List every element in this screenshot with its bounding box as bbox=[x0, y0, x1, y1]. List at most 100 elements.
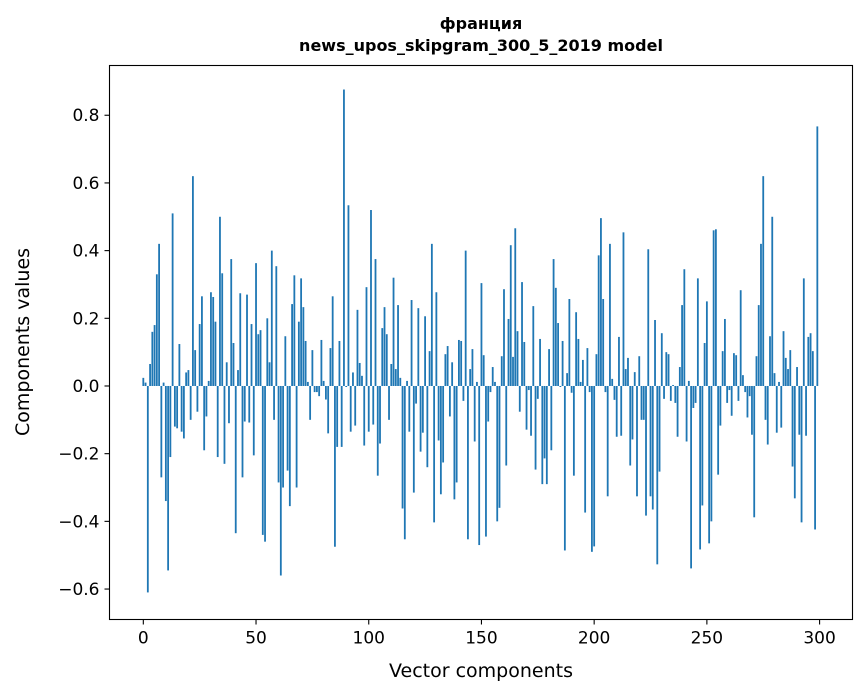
bar bbox=[620, 385, 623, 436]
bar bbox=[532, 306, 535, 386]
bar bbox=[789, 350, 792, 386]
bar bbox=[151, 331, 154, 386]
bar bbox=[629, 385, 632, 466]
bar bbox=[460, 340, 463, 386]
bar bbox=[541, 385, 544, 485]
bar bbox=[302, 307, 305, 386]
bar bbox=[293, 275, 296, 386]
bar bbox=[261, 385, 264, 535]
bar bbox=[243, 385, 246, 422]
bar bbox=[361, 375, 363, 386]
bar bbox=[678, 367, 681, 386]
bar bbox=[315, 385, 318, 393]
bar bbox=[383, 307, 386, 386]
bar bbox=[250, 324, 253, 386]
bar bbox=[733, 353, 735, 386]
bar bbox=[277, 385, 280, 483]
bar bbox=[798, 385, 801, 435]
bar bbox=[320, 339, 323, 386]
bar bbox=[672, 384, 674, 386]
bar bbox=[158, 243, 160, 386]
bar bbox=[557, 323, 559, 386]
bar bbox=[654, 319, 656, 386]
bar bbox=[586, 348, 589, 386]
bar bbox=[760, 243, 762, 386]
bar bbox=[214, 321, 217, 386]
bar bbox=[638, 356, 641, 386]
bar bbox=[300, 278, 303, 386]
bar bbox=[581, 359, 584, 386]
bar bbox=[491, 367, 494, 386]
bar bbox=[203, 385, 206, 451]
bar bbox=[273, 385, 275, 420]
bar bbox=[518, 385, 521, 412]
bar bbox=[372, 385, 375, 425]
bar bbox=[742, 375, 744, 386]
bar bbox=[311, 350, 314, 386]
bar bbox=[507, 318, 510, 386]
y-tick-label: −0.2 bbox=[58, 445, 99, 465]
bar bbox=[201, 296, 203, 386]
bar bbox=[160, 385, 163, 478]
bar bbox=[561, 340, 564, 386]
bar bbox=[802, 278, 805, 386]
bar bbox=[167, 385, 170, 571]
bar bbox=[433, 385, 436, 523]
bar bbox=[527, 385, 530, 391]
bar bbox=[496, 385, 499, 522]
x-tick-label: 0 bbox=[138, 629, 149, 649]
bar bbox=[275, 266, 278, 386]
bar bbox=[611, 378, 614, 386]
bar bbox=[606, 385, 609, 497]
bar bbox=[467, 385, 469, 540]
bar bbox=[408, 385, 411, 432]
bar bbox=[417, 308, 420, 386]
bar bbox=[453, 385, 456, 500]
y-tick-label: 0.0 bbox=[72, 377, 99, 397]
bar bbox=[192, 176, 194, 386]
bar bbox=[439, 385, 442, 495]
bar bbox=[338, 340, 341, 386]
bar bbox=[534, 385, 537, 470]
bar bbox=[476, 381, 478, 386]
bar bbox=[717, 385, 720, 475]
bar bbox=[512, 356, 514, 386]
bar bbox=[800, 385, 803, 523]
bar bbox=[176, 385, 179, 429]
bar bbox=[793, 385, 796, 499]
bar bbox=[295, 385, 298, 488]
bar bbox=[552, 259, 555, 386]
bar bbox=[428, 351, 431, 386]
bar bbox=[246, 294, 248, 386]
bar bbox=[187, 370, 190, 386]
bar bbox=[288, 385, 291, 507]
bars-group bbox=[142, 89, 819, 593]
bar bbox=[500, 356, 503, 386]
bar bbox=[604, 385, 607, 393]
bar bbox=[169, 385, 172, 458]
bar bbox=[207, 380, 210, 386]
bar bbox=[525, 385, 528, 430]
bar bbox=[816, 126, 819, 386]
bar bbox=[354, 385, 357, 426]
bar bbox=[352, 372, 354, 386]
x-tick-label: 200 bbox=[578, 629, 610, 649]
bar bbox=[780, 385, 783, 428]
bar bbox=[597, 255, 600, 386]
bar bbox=[523, 341, 526, 386]
bar bbox=[568, 299, 571, 386]
bar bbox=[719, 385, 722, 426]
bar bbox=[539, 338, 541, 386]
bar bbox=[259, 330, 262, 386]
bar bbox=[613, 385, 616, 400]
bar bbox=[591, 385, 593, 552]
bar bbox=[746, 385, 749, 418]
bar bbox=[257, 334, 260, 386]
bar bbox=[345, 385, 348, 388]
bar bbox=[710, 385, 713, 522]
bar bbox=[379, 385, 381, 444]
bar bbox=[681, 305, 683, 386]
bar bbox=[448, 385, 451, 417]
bar bbox=[462, 385, 465, 401]
